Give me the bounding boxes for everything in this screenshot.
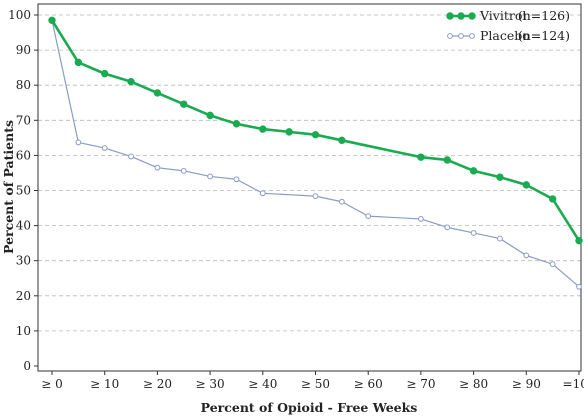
plot-frame bbox=[37, 3, 582, 372]
legend-n: (n=124) bbox=[518, 28, 570, 43]
legend-marker bbox=[469, 33, 475, 39]
y-tick-label: 30 bbox=[16, 254, 31, 268]
data-point-placebo bbox=[101, 145, 108, 151]
x-tick-label: ≥ 0 bbox=[41, 377, 63, 391]
data-point-placebo bbox=[523, 252, 530, 259]
legend-label: Placebo bbox=[480, 28, 530, 43]
legend-item-placebo: Placebo(n=124) bbox=[447, 28, 570, 43]
data-point-placebo bbox=[128, 153, 134, 160]
data-point-vivitrol bbox=[127, 77, 135, 86]
data-point-vivitrol bbox=[101, 69, 109, 78]
data-point-placebo bbox=[497, 235, 503, 242]
y-tick-label: 10 bbox=[16, 324, 31, 338]
x-tick-label: ≥ 90 bbox=[512, 377, 541, 391]
data-point-placebo bbox=[180, 167, 187, 174]
data-point-placebo bbox=[549, 261, 556, 268]
data-point-vivitrol bbox=[180, 100, 188, 108]
data-point-placebo bbox=[470, 230, 477, 236]
data-point-vivitrol bbox=[259, 125, 267, 133]
series-line-placebo bbox=[51, 20, 580, 288]
data-point-vivitrol bbox=[575, 236, 583, 245]
x-tick-label: ≥ 30 bbox=[196, 377, 225, 391]
legend-n: (n=126) bbox=[518, 8, 570, 23]
data-point-placebo bbox=[75, 139, 82, 146]
data-point-placebo bbox=[444, 224, 451, 231]
legend-marker bbox=[446, 12, 454, 20]
data-point-vivitrol bbox=[153, 89, 162, 97]
x-tick-label: ≥ 70 bbox=[406, 377, 435, 391]
legend-marker bbox=[447, 33, 453, 39]
y-tick-label: 100 bbox=[8, 8, 31, 22]
data-point-vivitrol bbox=[496, 173, 504, 181]
data-point-vivitrol bbox=[469, 167, 478, 175]
data-point-placebo bbox=[365, 213, 372, 220]
data-point-vivitrol bbox=[548, 195, 557, 203]
x-tick-label: ≥ 20 bbox=[143, 377, 172, 391]
series-line-vivitrol bbox=[50, 19, 581, 242]
y-tick-label: 20 bbox=[16, 289, 31, 303]
data-point-vivitrol bbox=[443, 156, 451, 164]
series-vivitrol bbox=[48, 16, 583, 245]
data-point-vivitrol bbox=[417, 153, 425, 161]
legend-marker bbox=[468, 12, 476, 20]
legend-item-vivitrol: Vivitrol(n=126) bbox=[446, 8, 570, 23]
y-tick-label: 50 bbox=[16, 184, 31, 198]
grid-layer bbox=[38, 14, 581, 332]
y-tick-label: 90 bbox=[16, 43, 31, 57]
series-layer bbox=[48, 16, 583, 290]
x-tick-label: ≥ 10 bbox=[90, 377, 119, 391]
data-point-vivitrol bbox=[206, 111, 214, 120]
data-point-vivitrol bbox=[311, 130, 320, 139]
x-tick-label: ≥ 50 bbox=[301, 377, 330, 391]
x-axis-title: Percent of Opioid - Free Weeks bbox=[201, 400, 418, 415]
data-point-vivitrol bbox=[48, 16, 56, 24]
x-tick-label: ≥ 40 bbox=[248, 377, 277, 391]
data-point-placebo bbox=[576, 283, 582, 290]
data-point-placebo bbox=[259, 190, 266, 197]
data-point-placebo bbox=[418, 216, 424, 222]
data-point-vivitrol bbox=[232, 120, 241, 128]
x-tick-label: ≥ 80 bbox=[459, 377, 488, 391]
series-placebo bbox=[49, 17, 582, 290]
legend-marker bbox=[458, 33, 464, 39]
data-point-placebo bbox=[207, 173, 214, 180]
data-point-placebo bbox=[154, 164, 161, 171]
legend: Vivitrol(n=126) Placebo(n=124) bbox=[446, 8, 570, 43]
data-point-placebo bbox=[338, 198, 345, 205]
x-tick-label: ≥ 60 bbox=[354, 377, 383, 391]
data-point-vivitrol bbox=[74, 58, 83, 67]
y-tick-label: 0 bbox=[23, 359, 31, 373]
data-point-vivitrol bbox=[522, 181, 530, 189]
legend-label: Vivitrol bbox=[479, 8, 526, 23]
y-tick-label: 80 bbox=[16, 78, 31, 92]
axis-layer: 0 10 20 30 40 50 60 70 80 90 100 ≥ 0 ≥ 10 ≥ 20 ≥ 30 ≥ 4… bbox=[8, 3, 584, 391]
y-tick-label: 40 bbox=[16, 219, 31, 233]
data-point-vivitrol bbox=[338, 136, 346, 145]
data-point-vivitrol bbox=[285, 128, 293, 136]
y-tick-label: 60 bbox=[16, 148, 31, 162]
y-axis-title: Percent of Patients bbox=[1, 120, 16, 254]
y-tick-label: 70 bbox=[16, 113, 31, 127]
x-tick-label: =100 bbox=[563, 377, 584, 391]
data-point-placebo bbox=[312, 193, 319, 200]
legend-marker bbox=[457, 12, 465, 20]
data-point-placebo bbox=[233, 176, 240, 183]
